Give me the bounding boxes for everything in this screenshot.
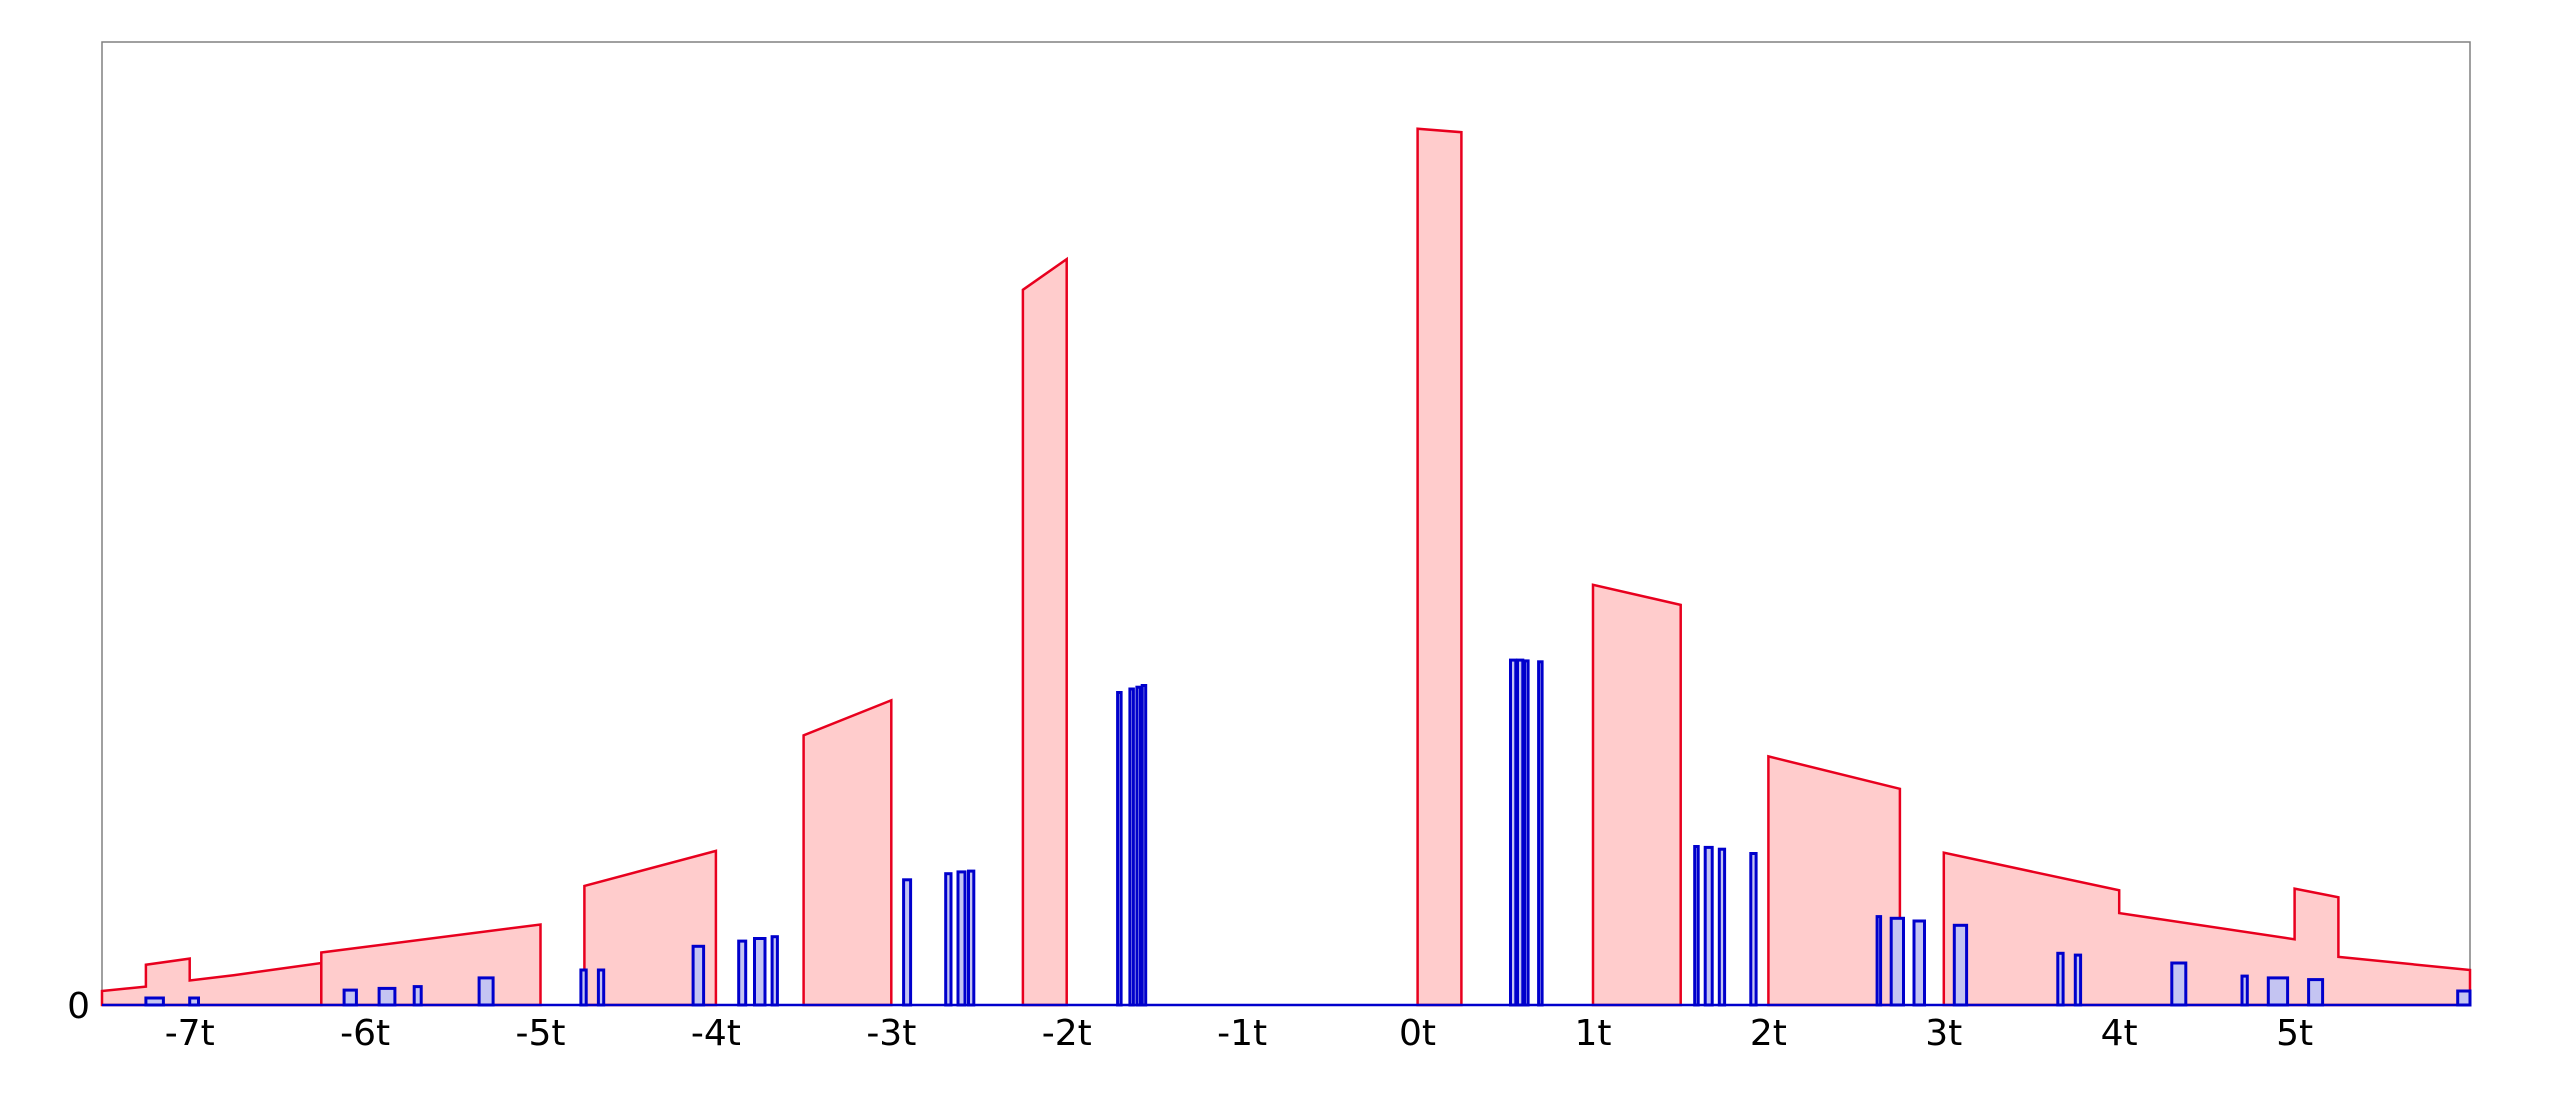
y-tick-label: 0 — [67, 986, 90, 1027]
blue-bar-10 — [753, 937, 767, 1007]
x-tick-label: -7t — [165, 1013, 215, 1054]
blue-bar-23 — [1537, 660, 1544, 1007]
x-tick-label: 5t — [2276, 1013, 2313, 1054]
red-area-3 — [802, 698, 893, 1007]
blue-bar-32 — [2056, 951, 2065, 1007]
blue-bar-36 — [2266, 976, 2290, 1007]
blue-bar-17 — [1128, 687, 1135, 1007]
blue-bar-20 — [1509, 658, 1518, 1007]
blue-bar-21 — [1516, 658, 1525, 1007]
blue-bar-9 — [737, 939, 748, 1007]
blue-bar-4 — [412, 985, 423, 1007]
blue-bar-27 — [1749, 852, 1758, 1007]
y-axis: 0 — [67, 986, 90, 1027]
blue-bar-5 — [477, 976, 495, 1007]
blue-bar-29 — [1889, 916, 1905, 1007]
blue-bar-8 — [691, 944, 706, 1007]
blue-bar-18 — [1135, 685, 1142, 1007]
blue-bar-12 — [902, 878, 913, 1007]
x-tick-label: -3t — [866, 1013, 916, 1054]
blue-bar-14 — [956, 870, 967, 1007]
blue-bar-13 — [944, 872, 953, 1007]
red-area-6 — [1591, 583, 1682, 1007]
blue-bar-19 — [1140, 684, 1148, 1007]
blue-bar-30 — [1912, 919, 1926, 1007]
blue-bar-25 — [1703, 845, 1714, 1007]
x-tick-label: 4t — [2101, 1013, 2138, 1054]
blue-bar-35 — [2240, 974, 2249, 1007]
blue-bar-31 — [1952, 923, 1969, 1007]
plot-area — [101, 41, 2471, 1006]
blue-bar-6 — [579, 968, 588, 1007]
blue-bar-3 — [377, 986, 397, 1007]
x-tick-label: -1t — [1217, 1013, 1267, 1054]
x-tick-label: -4t — [691, 1013, 741, 1054]
blue-bar-26 — [1717, 847, 1727, 1007]
x-tick-label: 1t — [1574, 1013, 1611, 1054]
x-tick-label: 3t — [1925, 1013, 1962, 1054]
x-tick-label: -6t — [340, 1013, 390, 1054]
red-area-4 — [1021, 256, 1068, 1007]
blue-bar-24 — [1693, 845, 1700, 1007]
x-tick-label: 2t — [1750, 1013, 1787, 1054]
blue-bar-38 — [2456, 989, 2472, 1007]
blue-bar-28 — [1875, 915, 1883, 1007]
blue-bar-22 — [1523, 659, 1530, 1007]
blue-bar-7 — [596, 968, 606, 1007]
blue-bar-11 — [770, 935, 779, 1007]
x-tick-label: -5t — [516, 1013, 566, 1054]
blue-bar-33 — [2073, 953, 2083, 1007]
blue-bar-34 — [2170, 961, 2188, 1007]
x-tick-label: -2t — [1042, 1013, 1092, 1054]
blue-bar-37 — [2307, 978, 2325, 1007]
x-axis: -7t -6t -5t -4t -3t -2t -1t 0t 1t 2t 3t 4t 5t — [165, 1013, 2313, 1054]
blue-bar-15 — [967, 869, 976, 1007]
blue-bar-2 — [342, 988, 358, 1007]
red-area-5 — [1416, 127, 1463, 1007]
x-tick-label: 0t — [1399, 1013, 1436, 1054]
blue-bar-16 — [1116, 691, 1123, 1007]
